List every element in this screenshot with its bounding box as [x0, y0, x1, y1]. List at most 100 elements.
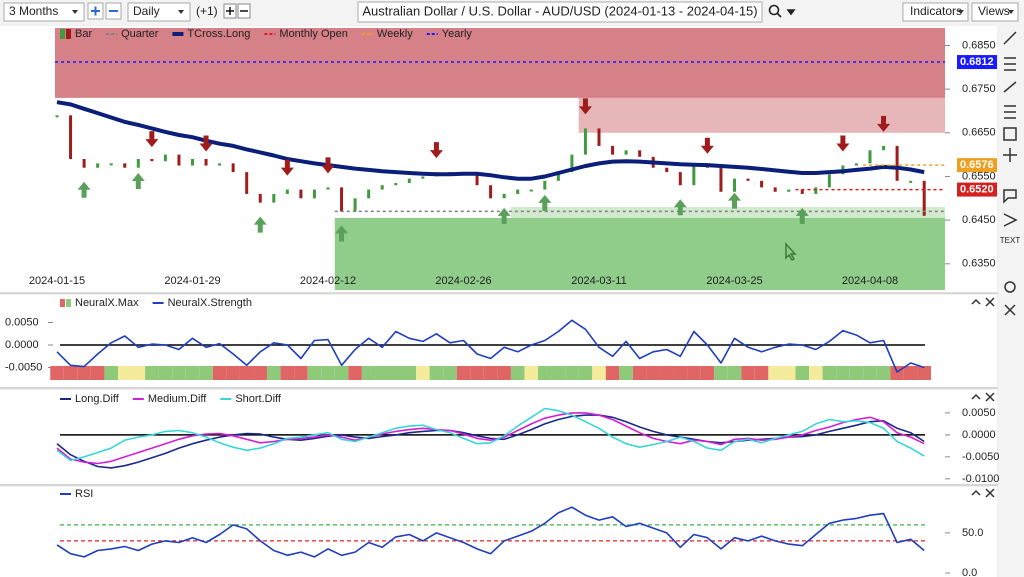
- price-bar: [204, 159, 208, 166]
- price-bar: [407, 178, 411, 184]
- price-bar: [353, 198, 357, 212]
- legend-label: NeuralX.Max: [75, 297, 139, 309]
- arrow-tool[interactable]: [1003, 213, 1018, 227]
- signal-cell: [809, 366, 823, 380]
- legend-label: Weekly: [377, 28, 413, 40]
- search-handle: [776, 9, 796, 18]
- signal-cell: [172, 366, 186, 380]
- signal-cell: [416, 366, 430, 380]
- hline-tool[interactable]: [1004, 57, 1016, 71]
- legend-label: Long.Diff: [75, 393, 120, 405]
- panel-close[interactable]: [985, 297, 995, 498]
- rect-tool[interactable]: [1003, 127, 1017, 141]
- ray-tool[interactable]: [1003, 81, 1017, 93]
- side-toolbar: [998, 26, 1024, 577]
- sell-arrow: [578, 98, 592, 115]
- symbol-box[interactable]: [357, 1, 763, 23]
- dropdown-arrow: [178, 10, 184, 14]
- line-tool[interactable]: [1003, 31, 1017, 45]
- price-bar: [218, 163, 222, 166]
- zone: [334, 217, 945, 290]
- legend-icon: [66, 299, 71, 307]
- y-tick-label: -0.0050: [5, 361, 42, 373]
- legend-label: Bar: [75, 28, 92, 40]
- circle-tool[interactable]: [1004, 281, 1016, 293]
- views-button[interactable]: [971, 2, 1019, 22]
- price-bar: [123, 163, 127, 168]
- price-bar: [597, 128, 601, 146]
- sell-arrow: [877, 115, 891, 132]
- dropdown-arrow: [958, 10, 964, 14]
- signal-cell: [50, 366, 64, 380]
- buy-arrow: [795, 207, 809, 224]
- signal-cell: [334, 366, 349, 380]
- signal-cell: [510, 366, 525, 380]
- price-bar: [583, 128, 587, 155]
- signal-cell: [632, 366, 647, 380]
- signal-cell: [483, 366, 498, 380]
- price-bar: [868, 150, 872, 164]
- signal-cell: [226, 366, 240, 380]
- signal-cell: [212, 366, 227, 380]
- signal-cell: [348, 366, 362, 380]
- series-line: [56, 407, 925, 462]
- legend-label: Short.Diff: [235, 393, 282, 405]
- y-tick-label: 0.0: [962, 567, 977, 577]
- legend-label: TCross.Long: [187, 28, 250, 40]
- signal-cell: [145, 366, 159, 380]
- views-text: Views: [978, 4, 1010, 18]
- signal-cell: [361, 366, 376, 380]
- y-tick-label: 0.0050: [5, 316, 39, 328]
- price-bar: [516, 189, 520, 194]
- sell-arrow: [280, 159, 294, 176]
- y-tick-label: 0.6850: [962, 39, 996, 51]
- signal-cell: [497, 366, 511, 380]
- price-bar: [55, 115, 59, 118]
- price-bar: [692, 163, 696, 186]
- interval-select[interactable]: [127, 2, 191, 22]
- indicators-button[interactable]: [902, 2, 969, 22]
- price-bar: [340, 187, 344, 212]
- signal-cell: [795, 366, 810, 380]
- legend-icon: [60, 299, 65, 307]
- signal-cell: [700, 366, 715, 380]
- price-bar: [163, 154, 167, 162]
- fib-tool[interactable]: [1004, 105, 1016, 119]
- zone: [578, 97, 945, 133]
- legend-icon: [60, 29, 65, 39]
- cross-tool[interactable]: [1003, 148, 1017, 162]
- price-label-box: [957, 55, 997, 70]
- note-tool[interactable]: [1003, 189, 1017, 204]
- diff-panel: [0, 390, 997, 484]
- signal-cell: [781, 366, 796, 380]
- signal-cell: [131, 366, 146, 380]
- delete-tool[interactable]: [1004, 304, 1016, 316]
- x-tick-label: 2024-03-25: [706, 275, 762, 287]
- signal-cell: [77, 366, 91, 380]
- signal-cell: [673, 366, 688, 380]
- y-tick-label: 0.0000: [5, 339, 39, 351]
- signal-cell: [456, 366, 471, 380]
- range-select[interactable]: [3, 2, 85, 22]
- price-bar: [489, 185, 493, 199]
- plus-icon: [226, 7, 234, 15]
- price-bar: [475, 172, 479, 186]
- signal-cell: [754, 366, 769, 380]
- y-tick-label: 0.0000: [962, 429, 996, 441]
- text-tool[interactable]: TEXT: [1000, 236, 1021, 245]
- price-bar: [909, 180, 913, 183]
- search-icon[interactable]: [768, 4, 780, 16]
- price-bar: [638, 150, 642, 157]
- buy-arrow: [673, 199, 687, 216]
- price-bar: [624, 150, 628, 155]
- x-tick-label: 2024-03-11: [571, 275, 626, 287]
- signal-cell: [388, 366, 403, 380]
- sell-arrow: [836, 135, 850, 152]
- price-bar: [719, 167, 723, 192]
- panel-collapse[interactable]: [971, 298, 981, 496]
- offset-text: (+1): [196, 4, 218, 18]
- series-line: [56, 100, 925, 181]
- signal-cell: [903, 366, 918, 380]
- price-bar: [231, 163, 235, 173]
